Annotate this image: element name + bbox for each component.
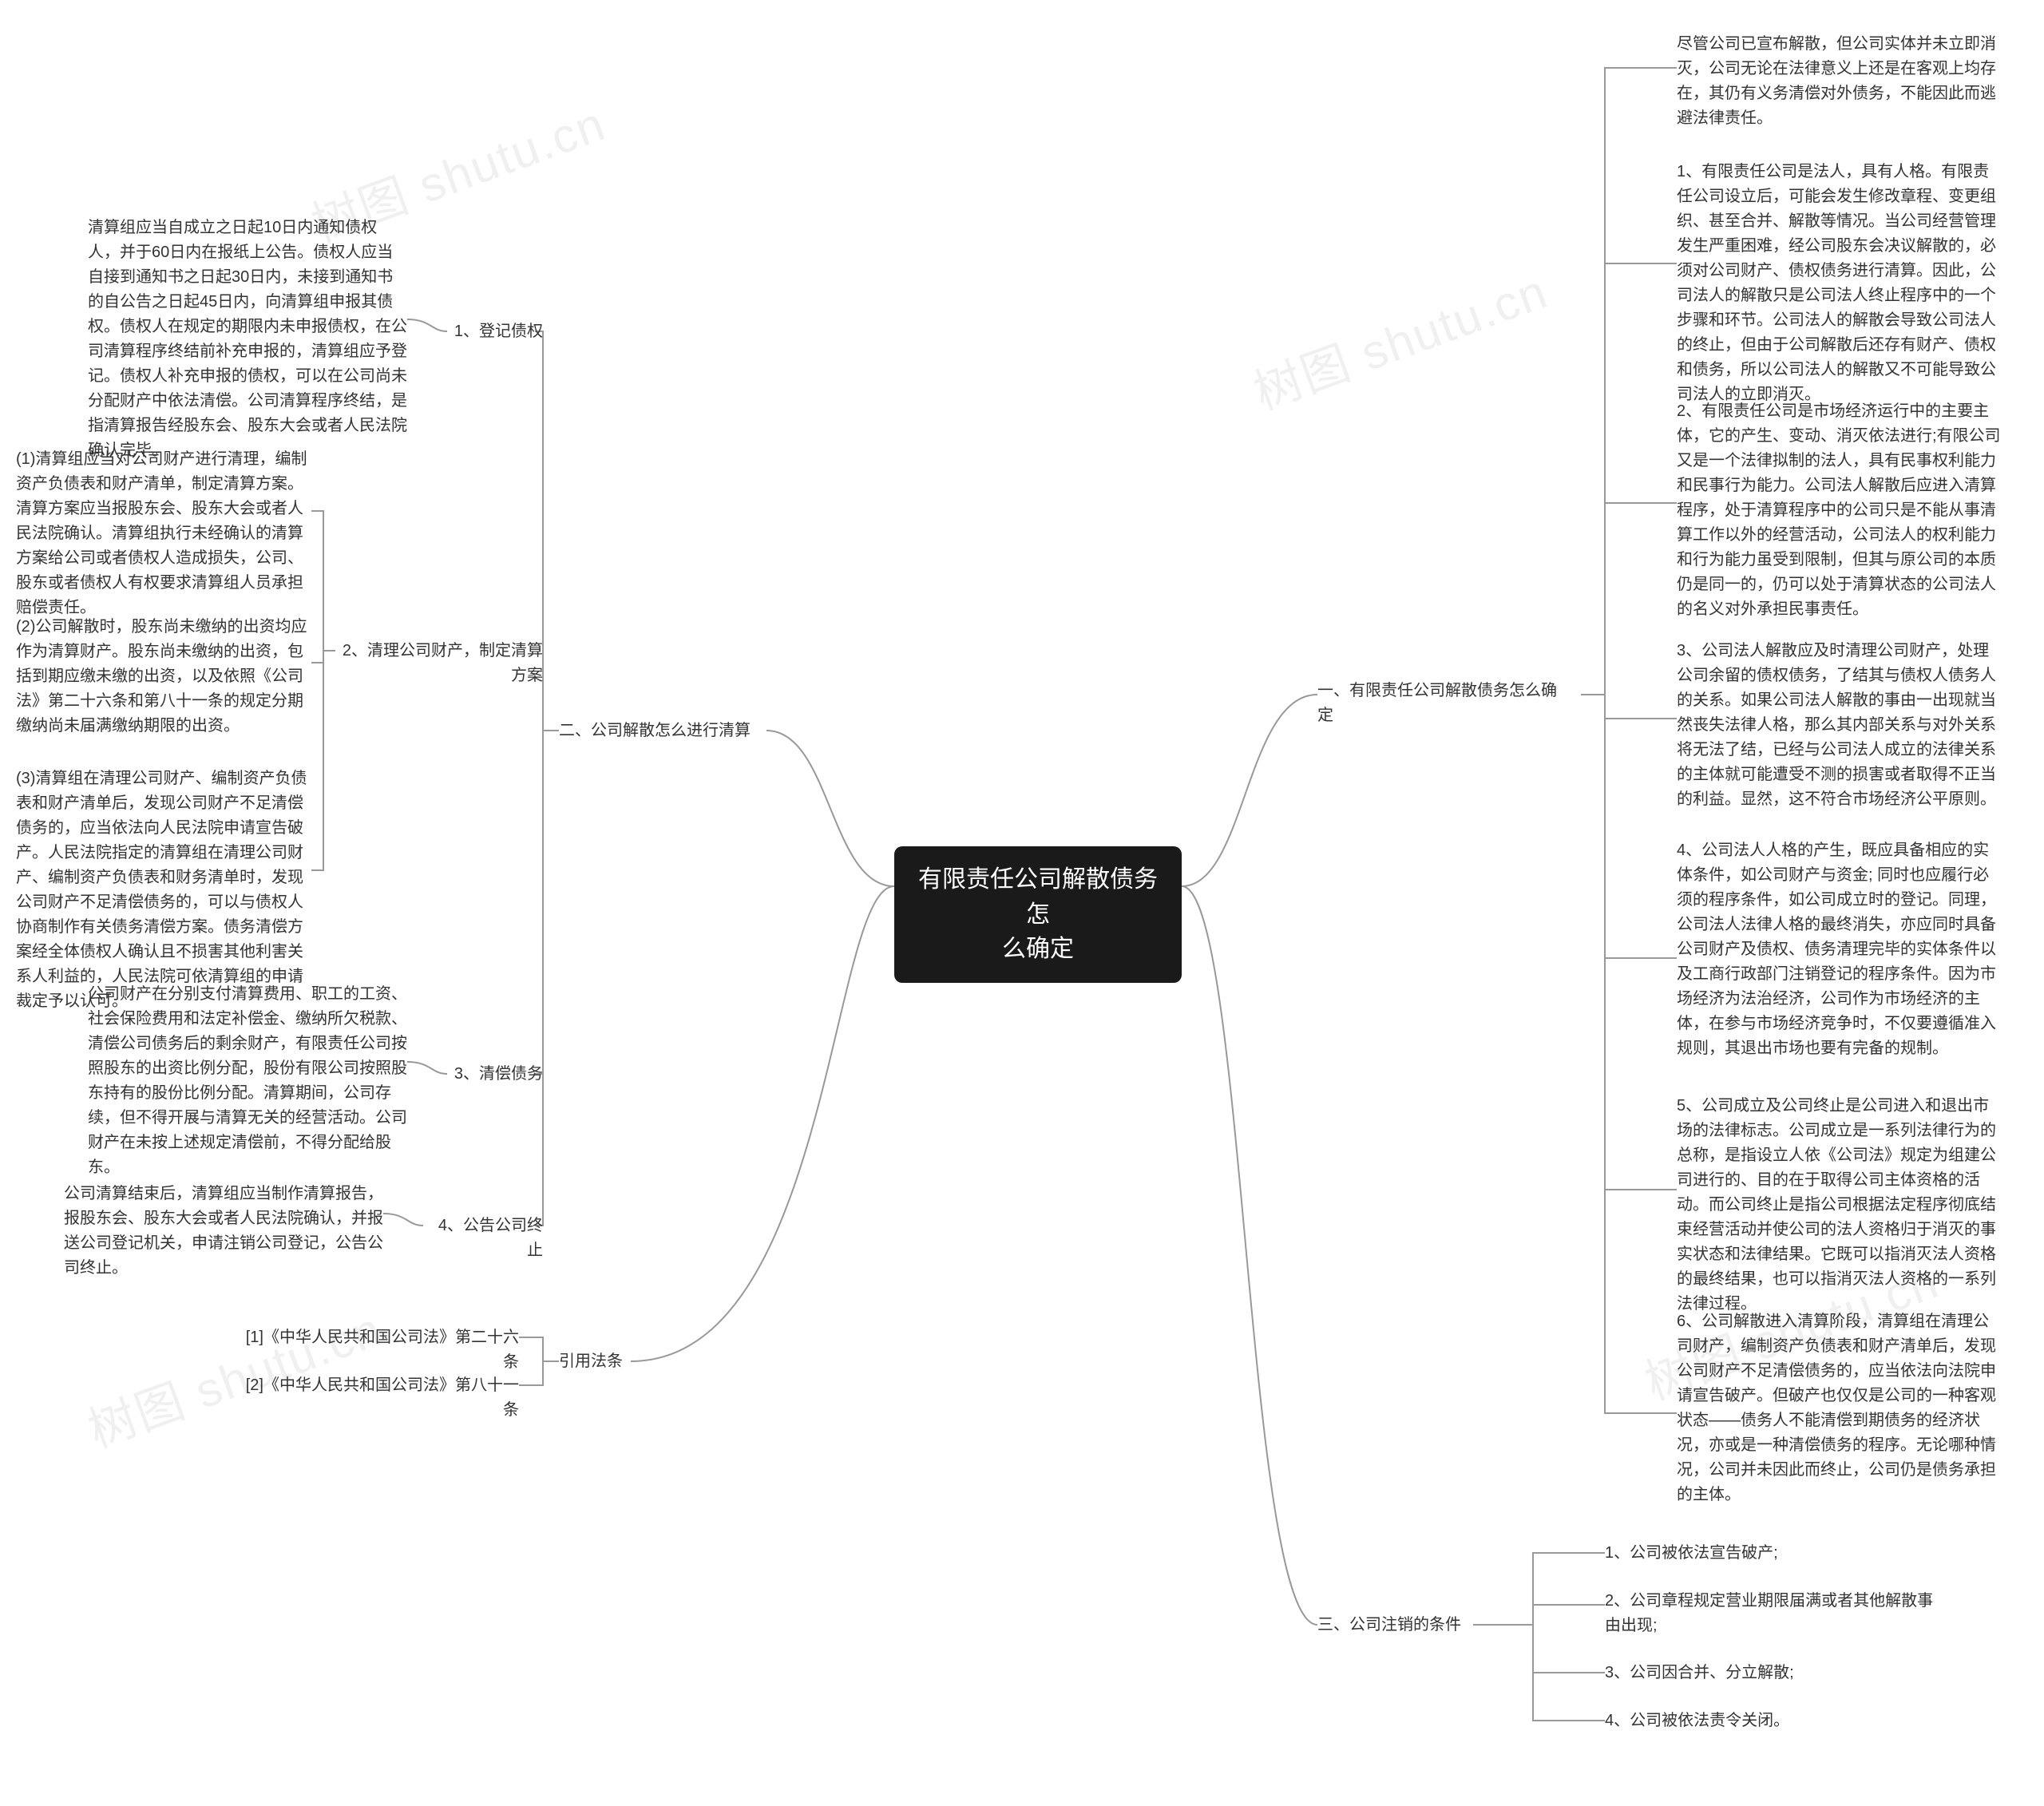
branch-label: 二、公司解散怎么进行清算 [559,722,751,739]
leaf-r1c6: 6、公司解散进入清算阶段，清算组在清理公司财产，编制资产负债表和财产清单后，发现… [1677,1309,2004,1507]
leaf-l1c2a: (1)清算组应当对公司财产进行清理，编制资产负债表和财产清单，制定清算方案。清算… [16,447,311,620]
subnode-l1c3: 3、清偿债务 [447,1062,543,1087]
leaf-text: 清算组应当自成立之日起10日内通知债权人，并于60日内在报纸上公告。债权人应当自… [88,219,407,459]
leaf-text: 1、公司被依法宣告破产; [1605,1544,1778,1562]
leaf-text: 4、公司法人人格的产生，既应具备相应的实体条件，如公司财产与资金; 同时也应履行… [1677,842,1996,1057]
branch-l2: 引用法条 [559,1349,639,1374]
leaf-l2c2: [2]《中华人民共和国公司法》第八十一条 [232,1373,519,1423]
leaf-text: (1)清算组应当对公司财产进行清理，编制资产负债表和财产清单，制定清算方案。清算… [16,450,307,616]
leaf-l2c1: [1]《中华人民共和国公司法》第二十六条 [232,1325,519,1375]
leaf-text: 3、公司法人解散应及时清理公司财产，处理公司余留的债权债务，了结其与债权人债务人… [1677,642,1996,808]
leaf-text: (3)清算组在清理公司财产、编制资产负债表和财产清单后，发现公司财产不足清偿债务… [16,770,307,1010]
leaf-l1c2b: (2)公司解散时，股东尚未缴纳的出资均应作为清算财产。股东尚未缴纳的出资，包括到… [16,615,311,739]
leaf-text: 尽管公司已宣布解散，但公司实体并未立即消灭，公司无论在法律意义上还是在客观上均存… [1677,35,1996,127]
leaf-text: 3、公司因合并、分立解散; [1605,1664,1794,1681]
leaf-r1c3: 3、公司法人解散应及时清理公司财产，处理公司余留的债权债务，了结其与债权人债务人… [1677,639,2004,812]
leaf-r1c0: 尽管公司已宣布解散，但公司实体并未立即消灭，公司无论在法律意义上还是在客观上均存… [1677,32,2004,131]
leaf-text: [2]《中华人民共和国公司法》第八十一条 [246,1376,519,1419]
branch-r2: 三、公司注销的条件 [1317,1613,1525,1638]
subnode-l1c1: 1、登记债权 [447,319,543,344]
leaf-l1c4: 公司清算结束后，清算组应当制作清算报告，报股东会、股东大会或者人民法院确认，并报… [64,1182,383,1281]
leaf-text: 5、公司成立及公司终止是公司进入和退出市场的法律标志。公司成立是一系列法律行为的… [1677,1097,1996,1313]
leaf-r1c2: 2、有限责任公司是市场经济运行中的主要主体，它的产生、变动、消灭依法进行;有限公… [1677,399,2004,622]
leaf-text: 2、有限责任公司是市场经济运行中的主要主体，它的产生、变动、消灭依法进行;有限公… [1677,402,2001,618]
branch-label: 一、有限责任公司解散债务怎么确定 [1317,682,1557,724]
branch-r1: 一、有限责任公司解散债务怎么确定 [1317,679,1589,728]
branch-label: 三、公司注销的条件 [1317,1616,1461,1634]
leaf-text: 6、公司解散进入清算阶段，清算组在清理公司财产，编制资产负债表和财产清单后，发现… [1677,1313,1996,1503]
subnode-l1c4: 4、公告公司终止 [423,1214,543,1263]
leaf-text: (2)公司解散时，股东尚未缴纳的出资均应作为清算财产。股东尚未缴纳的出资，包括到… [16,618,307,735]
leaf-text: 公司财产在分别支付清算费用、职工的工资、社会保险费用和法定补偿金、缴纳所欠税款、… [88,985,407,1176]
leaf-l1c2c: (3)清算组在清理公司财产、编制资产负债表和财产清单后，发现公司财产不足清偿债务… [16,766,311,1014]
leaf-r1c1: 1、有限责任公司是法人，具有人格。有限责任公司设立后，可能会发生修改章程、变更组… [1677,160,2004,407]
leaf-text: [1]《中华人民共和国公司法》第二十六条 [246,1329,519,1371]
leaf-l1c1: 清算组应当自成立之日起10日内通知债权人，并于60日内在报纸上公告。债权人应当自… [88,216,407,463]
branch-label: 引用法条 [559,1353,623,1370]
leaf-text: 2、公司章程规定营业期限届满或者其他解散事由出现; [1605,1592,1933,1634]
subnode-label: 3、清偿债务 [454,1065,543,1083]
leaf-r1c4: 4、公司法人人格的产生，既应具备相应的实体条件，如公司财产与资金; 同时也应履行… [1677,838,2004,1061]
leaf-r2c1: 1、公司被依法宣告破产; [1605,1541,1940,1566]
leaf-r1c5: 5、公司成立及公司终止是公司进入和退出市场的法律标志。公司成立是一系列法律行为的… [1677,1094,2004,1317]
leaf-r2c3: 3、公司因合并、分立解散; [1605,1661,1940,1685]
leaf-l1c3: 公司财产在分别支付清算费用、职工的工资、社会保险费用和法定补偿金、缴纳所欠税款、… [88,982,407,1180]
root-text: 有限责任公司解散债务怎么确定 [918,866,1158,962]
subnode-label: 4、公告公司终止 [438,1217,543,1259]
leaf-text: 1、有限责任公司是法人，具有人格。有限责任公司设立后，可能会发生修改章程、变更组… [1677,163,1996,403]
mindmap-stage: 树图 shutu.cn 树图 shutu.cn 树图 shutu.cn 树图 s… [0,0,2044,1806]
subnode-l1c2: 2、清理公司财产，制定清算方案 [335,639,543,688]
root-node: 有限责任公司解散债务怎么确定 [894,846,1182,983]
subnode-label: 2、清理公司财产，制定清算方案 [343,642,543,684]
subnode-label: 1、登记债权 [454,323,543,340]
branch-l1: 二、公司解散怎么进行清算 [559,719,766,743]
leaf-text: 4、公司被依法责令关闭。 [1605,1712,1789,1729]
watermark: 树图 shutu.cn [1243,253,1556,424]
leaf-r2c4: 4、公司被依法责令关闭。 [1605,1709,1940,1733]
leaf-r2c2: 2、公司章程规定营业期限届满或者其他解散事由出现; [1605,1589,1940,1638]
leaf-text: 公司清算结束后，清算组应当制作清算报告，报股东会、股东大会或者人民法院确认，并报… [64,1185,383,1277]
